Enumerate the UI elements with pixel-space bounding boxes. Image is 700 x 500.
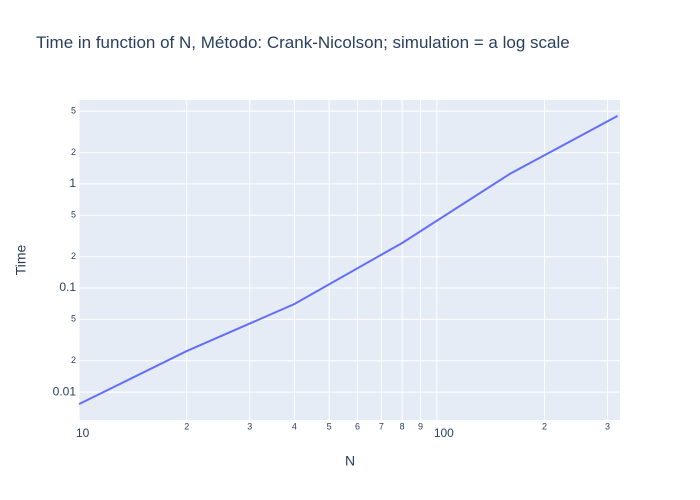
- x-tick-label: 3: [247, 421, 252, 431]
- y-tick-label: 0.1: [59, 280, 76, 294]
- y-tick-label: 0.01: [53, 384, 77, 398]
- y-tick-label: 1: [69, 176, 76, 190]
- x-tick-label: 2: [542, 421, 547, 431]
- y-tick-label: 2: [71, 355, 76, 365]
- data-line: [78, 115, 619, 406]
- y-tick-label: 5: [71, 314, 76, 324]
- x-tick-label: 7: [379, 421, 384, 431]
- x-tick-label: 3: [605, 421, 610, 431]
- x-tick-label: 100: [434, 426, 454, 440]
- y-tick-label: 5: [71, 106, 76, 116]
- x-tick-label: 4: [292, 421, 297, 431]
- plot-background: [79, 100, 620, 420]
- y-tick-label: 5: [71, 210, 76, 220]
- x-tick-label: 8: [400, 421, 405, 431]
- y-tick-label: 2: [71, 147, 76, 157]
- x-axis-label: N: [345, 453, 355, 469]
- x-tick-label: 10: [76, 426, 90, 440]
- x-tick-label: 5: [327, 421, 332, 431]
- y-tick-label: 2: [71, 251, 76, 261]
- chart-title: Time in function of N, Método: Crank-Nic…: [36, 33, 570, 52]
- plot-area: [78, 100, 620, 420]
- y-axis-label: Time: [13, 244, 29, 275]
- x-tick-label: 6: [355, 421, 360, 431]
- x-tick-label: 9: [418, 421, 423, 431]
- x-tick-label: 2: [184, 421, 189, 431]
